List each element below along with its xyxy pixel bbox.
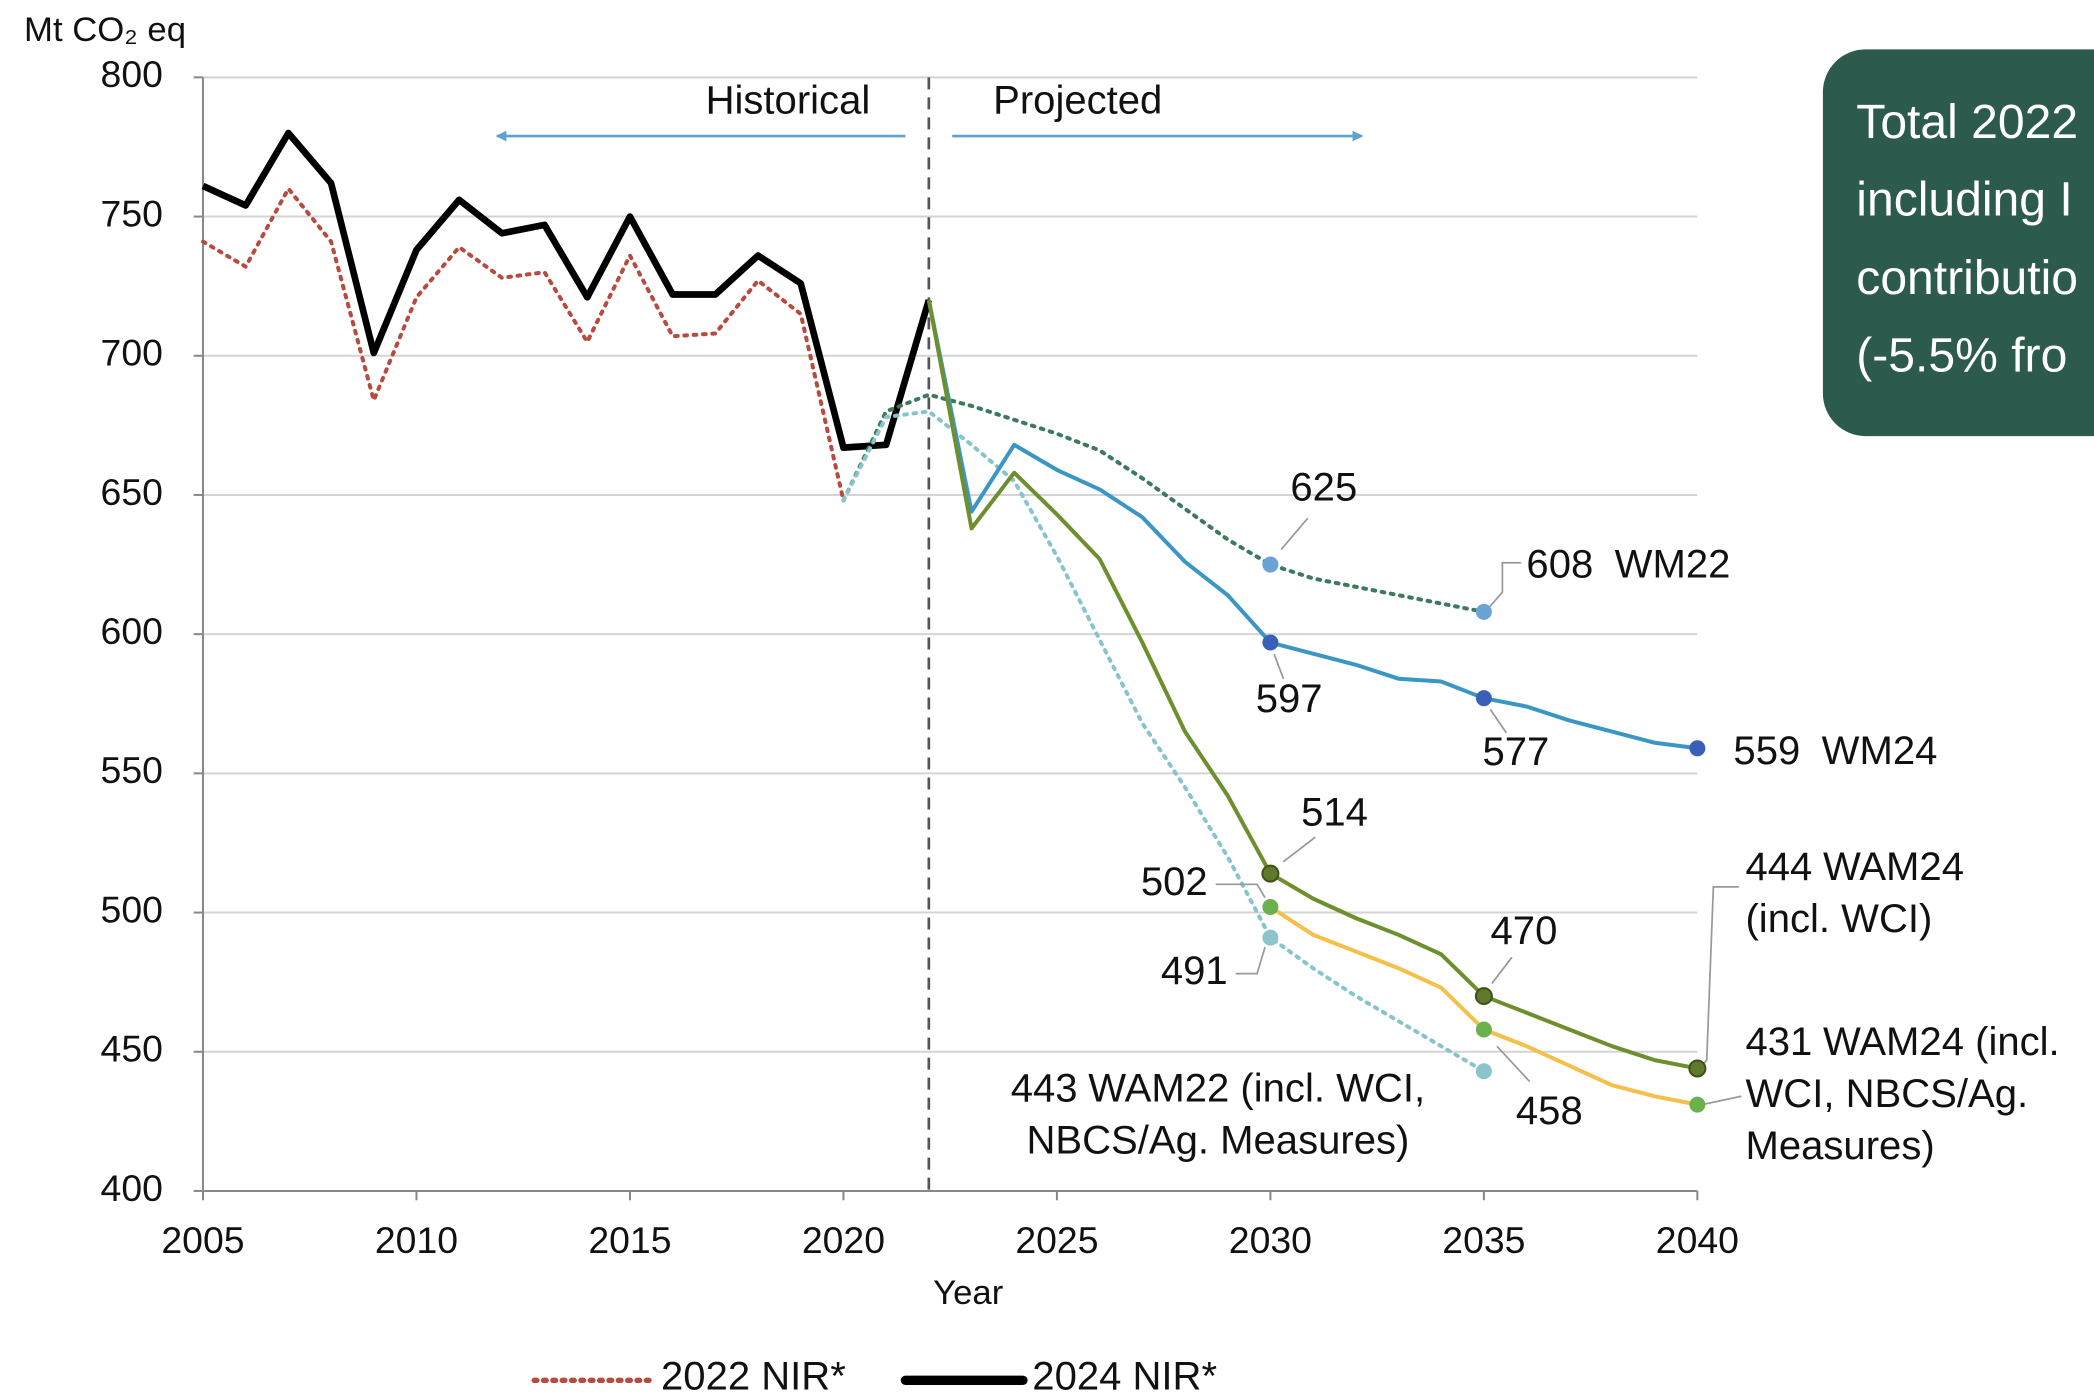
x-tick-label: 2020 <box>802 1219 885 1261</box>
data-label: 491 <box>1161 949 1228 993</box>
marker <box>1475 1021 1492 1038</box>
marker <box>1262 898 1279 915</box>
data-label: 608 <box>1526 542 1594 587</box>
x-tick-label: 2040 <box>1656 1219 1739 1261</box>
end-annotation: 559 WM24 <box>1733 726 2083 778</box>
data-label: 458 <box>1516 1089 1583 1133</box>
series-name: WAM24 (incl. WCI, NBCS/Ag. Measures) <box>1745 1020 2071 1169</box>
marker <box>1474 987 1493 1006</box>
end-annotation-text: 444 WAM24 (incl. WCI) <box>1745 842 2019 946</box>
y-axis-label: Mt CO₂ eq <box>24 11 186 49</box>
leader-line <box>1282 836 1316 863</box>
leader-line <box>1496 1045 1531 1083</box>
data-label: 597 <box>1256 677 1323 721</box>
series-line <box>841 409 1486 1074</box>
box-text: Total 2022 <box>1856 96 2078 149</box>
end-annotation: 608 WM22 <box>1526 539 1873 591</box>
y-tick-label: 800 <box>101 53 163 95</box>
data-label: 559 <box>1733 729 1801 774</box>
x-tick-label: 2035 <box>1442 1219 1525 1261</box>
marker <box>1262 634 1279 651</box>
y-tick-label: 650 <box>101 471 163 513</box>
end-annotation-text: 559 WM24 <box>1733 726 2083 778</box>
x-tick-label: 2010 <box>375 1219 458 1261</box>
y-tick-label: 550 <box>101 749 163 791</box>
leader-line <box>1489 708 1508 734</box>
series-line <box>201 129 933 451</box>
x-tick-label: 2005 <box>161 1219 244 1261</box>
data-label: 577 <box>1483 730 1550 774</box>
annotation: Historical <box>706 78 871 122</box>
y-tick-label: 400 <box>101 1167 163 1209</box>
end-annotation-text: 608 WM22 <box>1526 539 1873 591</box>
end-annotation-text: 443 WAM22 (incl. WCI, NBCS/Ag. Measures) <box>983 1063 1453 1167</box>
leader-line <box>1273 653 1285 680</box>
legend-label: 2024 NIR* <box>1032 1355 1217 1399</box>
series-name: WM24 <box>1821 729 1938 774</box>
data-label: 625 <box>1290 465 1357 509</box>
info-box <box>1822 49 2094 437</box>
series-line <box>926 299 1698 1071</box>
series-name: WM22 <box>1614 542 1731 587</box>
box-text: contributio <box>1856 252 2078 305</box>
y-tick-label: 750 <box>101 192 163 234</box>
marker <box>1475 1063 1492 1080</box>
leader-line <box>1696 886 1739 1071</box>
end-annotation-text: 431 WAM24 (incl. WCI, NBCS/Ag. Measures) <box>1745 1016 2094 1172</box>
x-tick-label: 2015 <box>588 1219 671 1261</box>
x-tick-label: 2030 <box>1229 1219 1312 1261</box>
end-annotation: 431 WAM24 (incl. WCI, NBCS/Ag. Measures) <box>1745 1016 2094 1172</box>
leader-line <box>1491 956 1513 985</box>
leader-line <box>1235 946 1266 975</box>
marker <box>1261 864 1280 883</box>
y-tick-label: 500 <box>101 888 163 930</box>
box-text: including I <box>1856 173 2072 226</box>
x-axis-label: Year <box>933 1274 1003 1312</box>
marker <box>1475 603 1492 620</box>
marker <box>1262 929 1279 946</box>
data-label: 444 <box>1745 845 1813 890</box>
series-line <box>926 299 1698 751</box>
data-label: 431 <box>1745 1020 1813 1065</box>
series-line <box>200 186 846 503</box>
box-text: (-5.5% fro <box>1856 329 2067 382</box>
data-label: 470 <box>1491 909 1558 953</box>
leader-line <box>1215 883 1266 899</box>
marker <box>1262 556 1279 573</box>
marker <box>1475 690 1492 707</box>
data-label: 514 <box>1301 790 1368 834</box>
annotation: Projected <box>993 78 1162 122</box>
x-tick-label: 2025 <box>1015 1219 1098 1261</box>
series-line <box>841 392 1486 614</box>
marker <box>1689 1096 1706 1113</box>
marker <box>1688 1059 1707 1078</box>
series-name: WAM22 (incl. WCI, NBCS/Ag. Measures) <box>1026 1066 1437 1163</box>
y-tick-label: 450 <box>101 1028 163 1070</box>
y-tick-label: 700 <box>101 332 163 374</box>
leader-line <box>1280 517 1309 551</box>
series-name: WAM24 (incl. WCI) <box>1745 845 1976 942</box>
legend-label: 2022 NIR* <box>661 1355 846 1399</box>
marker <box>1689 740 1706 757</box>
leader-line <box>1484 561 1522 613</box>
data-label: 443 <box>1010 1066 1078 1111</box>
end-annotation: 444 WAM24 (incl. WCI) <box>1745 842 2019 946</box>
data-label: 502 <box>1141 860 1208 904</box>
y-tick-label: 600 <box>101 610 163 652</box>
end-annotation: 443 WAM22 (incl. WCI, NBCS/Ag. Measures) <box>983 1063 1453 1167</box>
